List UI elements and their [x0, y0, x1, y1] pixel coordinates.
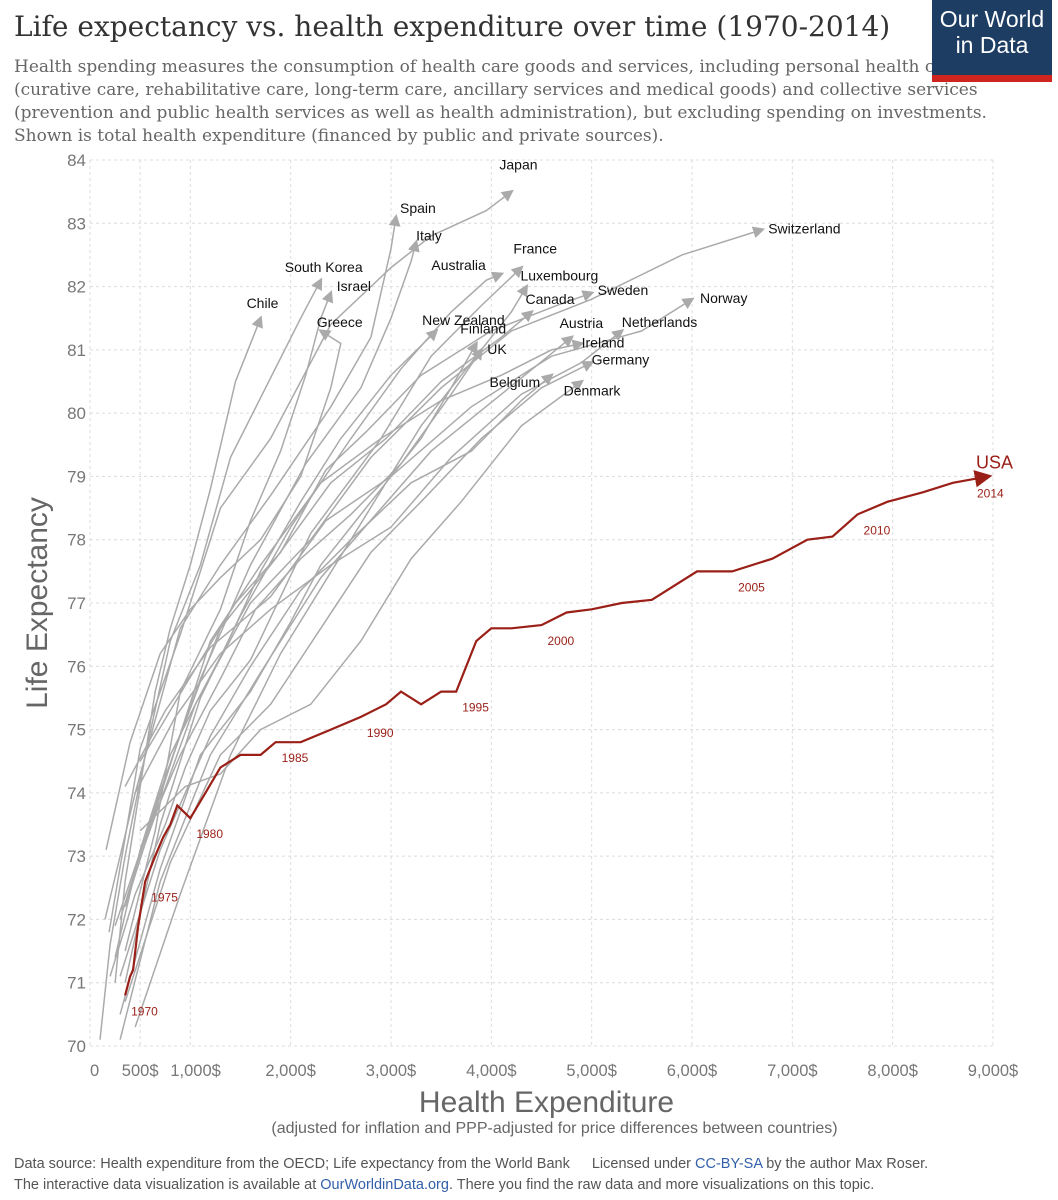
- series-line-greece[interactable]: [105, 329, 342, 850]
- x-tick-label-7000: 7,000$: [767, 1062, 817, 1080]
- x-tick-label-500: 500$: [122, 1062, 159, 1080]
- series-line-south-korea[interactable]: [99, 277, 323, 1040]
- usa-year-label-1985: 1985: [282, 751, 309, 765]
- series-label-luxembourg: Luxembourg: [520, 268, 598, 284]
- x-tick-label-1000: 1,000$: [170, 1062, 220, 1080]
- series-line-denmark[interactable]: [139, 379, 585, 832]
- x-tick-label-0: 0: [90, 1062, 99, 1080]
- y-tick-label-71: 71: [67, 974, 86, 993]
- usa-year-label-1970: 1970: [131, 1004, 158, 1018]
- series-line-austria[interactable]: [119, 335, 574, 1040]
- y-tick-label-74: 74: [67, 784, 86, 803]
- x-tick-label-5000: 5,000$: [566, 1062, 616, 1080]
- x-tick-label-2000: 2,000$: [265, 1062, 315, 1080]
- y-tick-label-84: 84: [67, 151, 86, 170]
- x-tick-label-3000: 3,000$: [366, 1062, 416, 1080]
- license-link[interactable]: CC-BY-SA: [695, 1156, 763, 1172]
- series-label-netherlands: Netherlands: [622, 314, 698, 330]
- chart-title: Life expectancy vs. health expenditure o…: [14, 10, 891, 43]
- owid-link[interactable]: OurWorldinData.org: [320, 1177, 449, 1193]
- footer-line-1: Data source: Health expenditure from the…: [14, 1154, 928, 1175]
- usa-year-label-1995: 1995: [462, 701, 489, 715]
- series-line-sweden[interactable]: [139, 290, 595, 762]
- y-axis-title: Life Expectancy: [21, 497, 54, 709]
- series-line-norway[interactable]: [124, 297, 695, 787]
- y-tick-label-76: 76: [67, 657, 86, 676]
- series-label-italy: Italy: [416, 227, 442, 243]
- availability-text: The interactive data visualization is av…: [14, 1177, 321, 1193]
- series-line-japan[interactable]: [108, 189, 514, 933]
- series-label-chile: Chile: [247, 295, 279, 311]
- series-label-denmark: Denmark: [564, 383, 622, 399]
- usa-year-label-2005: 2005: [738, 580, 765, 594]
- series-line-france[interactable]: [124, 265, 524, 908]
- series-line-usa[interactable]: [124, 470, 993, 996]
- y-tick-label-73: 73: [67, 847, 86, 866]
- series-label-canada: Canada: [525, 291, 574, 307]
- usa-year-label-2014: 2014: [977, 486, 1004, 500]
- usa-year-label-1980: 1980: [196, 827, 223, 841]
- series-label-switzerland: Switzerland: [768, 221, 840, 237]
- series-line-italy[interactable]: [119, 239, 420, 920]
- author-text: by the author Max Roser.: [762, 1156, 929, 1172]
- series-line-finland[interactable]: [119, 340, 478, 1015]
- chart-svg: 70 71 72 73 74 75 76 77 78 79 80 81 82 83 84 0 500$ 1,000…: [21, 151, 1018, 1137]
- series-label-belgium: Belgium: [490, 374, 541, 390]
- logo-accent-bar: [932, 75, 1052, 82]
- usa-year-label-1975: 1975: [151, 890, 178, 904]
- series-label-austria: Austria: [560, 315, 604, 331]
- y-tick-label-80: 80: [67, 404, 86, 423]
- y-tick-label-75: 75: [67, 721, 86, 740]
- series-label-greece: Greece: [317, 314, 363, 330]
- series-label-australia: Australia: [431, 257, 486, 273]
- chart-subtitle: Health spending measures the consumption…: [14, 57, 987, 146]
- series-label-japan: Japan: [499, 157, 537, 173]
- series-label-israel: Israel: [337, 278, 371, 294]
- series-label-new-zealand: New Zealand: [422, 312, 505, 328]
- series-line-belgium[interactable]: [119, 373, 554, 977]
- y-tick-label-83: 83: [67, 214, 86, 233]
- x-tick-label-6000: 6,000$: [667, 1062, 717, 1080]
- series-line-israel[interactable]: [124, 290, 334, 952]
- x-tick-label-9000: 9,000$: [968, 1062, 1018, 1080]
- series-line-new-zealand[interactable]: [114, 328, 439, 958]
- series-label-ireland: Ireland: [582, 335, 625, 351]
- series-label-sweden: Sweden: [598, 282, 649, 298]
- x-tick-label-4000: 4,000$: [466, 1062, 516, 1080]
- series-line-luxembourg[interactable]: [134, 284, 529, 1028]
- y-tick-label-81: 81: [67, 341, 86, 360]
- logo-line-1: Our World: [939, 6, 1045, 32]
- series-label-norway: Norway: [700, 290, 747, 306]
- series-label-spain: Spain: [400, 200, 436, 216]
- footer: Data source: Health expenditure from the…: [14, 1154, 928, 1196]
- usa-year-label-2000: 2000: [548, 634, 575, 648]
- y-tick-label-78: 78: [67, 531, 86, 550]
- series-label-germany: Germany: [592, 352, 650, 368]
- x-axis-title: Health Expenditure: [419, 1086, 674, 1119]
- series-line-chile[interactable]: [114, 315, 263, 983]
- series-line-ireland[interactable]: [109, 339, 585, 977]
- usa-year-label-1990: 1990: [367, 726, 394, 740]
- series-label-finland: Finland: [460, 321, 506, 337]
- y-tick-label-82: 82: [67, 278, 86, 297]
- y-tick-label-79: 79: [67, 467, 86, 486]
- footer-line-2: The interactive data visualization is av…: [14, 1175, 928, 1196]
- license-text: Licensed under: [591, 1156, 696, 1172]
- series-label-south-korea: South Korea: [285, 259, 363, 275]
- series-label-usa: USA: [976, 452, 1013, 472]
- series-label-france: France: [513, 241, 557, 257]
- usa-year-label-2010: 2010: [864, 523, 891, 537]
- y-tick-label-77: 77: [67, 594, 86, 613]
- owid-logo[interactable]: Our World in Data: [932, 0, 1052, 82]
- raw-data-text: . There you find the raw data and more v…: [448, 1177, 875, 1193]
- y-tick-label-70: 70: [67, 1037, 86, 1056]
- series-line-germany[interactable]: [124, 361, 595, 1002]
- series-label-uk: UK: [487, 341, 507, 357]
- x-tick-label-8000: 8,000$: [867, 1062, 917, 1080]
- data-source-text: Data source: Health expenditure from the…: [14, 1156, 570, 1172]
- logo-line-2: in Data: [955, 32, 1029, 58]
- x-axis-note: (adjusted for inflation and PPP-adjusted…: [271, 1120, 837, 1137]
- y-tick-label-72: 72: [67, 910, 86, 929]
